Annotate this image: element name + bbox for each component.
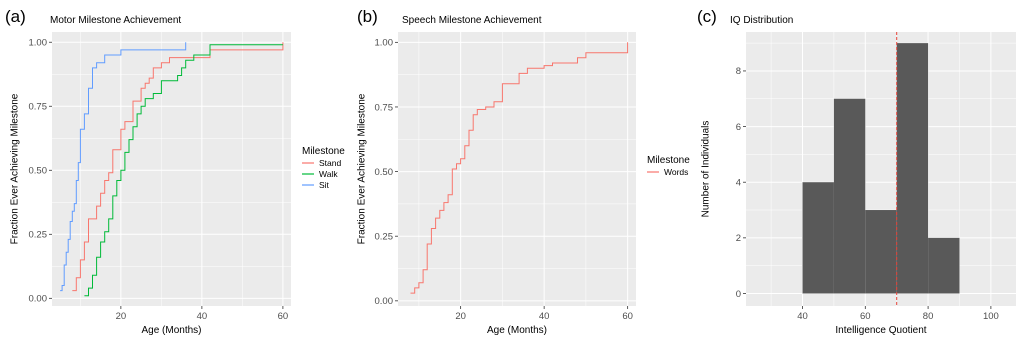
y-tick-label: 0.25 [29,230,48,241]
panel-a-legend-title: Milestone [302,146,345,157]
x-tick-label: 60 [278,311,289,322]
y-tick-label: 0 [736,289,741,300]
panel-a-gridlines [52,32,291,306]
panel-a-ticks: 20 40 60 0.00 0.25 0.50 0.75 1.00 [29,38,289,322]
panel-a-title: Motor Milestone Achievement [50,15,181,26]
x-tick-label: 60 [860,311,871,322]
panel-b-plot-background [398,32,636,306]
y-tick-label: 8 [736,66,741,77]
panel-b-legend-title: Milestone [647,155,690,166]
panel-b-y-axis-label: Fraction Ever Achieving Milestone [357,93,368,244]
histogram-bar [802,182,834,294]
series-line-walk [84,44,283,297]
panel-b-series [410,42,629,294]
y-tick-label: 1.00 [29,38,48,49]
y-tick-label: 0.00 [375,296,394,307]
y-tick-label: 0.00 [29,294,48,305]
panel-c: (c) IQ Distribution 40 60 80 100 0 2 4 6 8 Intel… [697,7,1016,336]
histogram-bar [896,43,929,294]
panel-a-x-axis-label: Age (Months) [141,325,201,336]
panel-b-label: (b) [357,7,378,26]
y-tick-label: 0.50 [29,166,48,177]
legend-label-stand: Stand [319,158,341,168]
y-tick-label: 0.75 [29,102,48,113]
y-tick-label: 0.50 [375,167,394,178]
panel-c-ticks: 40 60 80 100 0 2 4 6 8 [736,66,999,322]
series-line-sit [60,42,187,292]
histogram-bar [833,98,866,294]
legend-label-walk: Walk [319,169,338,179]
panel-c-x-axis-label: Intelligence Quotient [835,325,926,336]
panel-a-y-axis-label: Fraction Ever Achieving Milestone [10,93,21,244]
x-tick-label: 20 [455,311,466,322]
panel-b-gridlines [398,32,636,306]
panel-c-label: (c) [697,7,717,26]
panel-b-x-axis-label: Age (Months) [487,325,547,336]
x-tick-label: 20 [116,311,127,322]
y-tick-label: 1.00 [375,38,394,49]
panel-b-ticks: 20 40 60 0.00 0.25 0.50 0.75 1.00 [375,38,633,322]
histogram-bar [928,237,960,294]
y-tick-label: 0.25 [375,232,394,243]
panel-a: (a) Motor Milestone Achievement 20 40 60 0.… [5,7,345,336]
y-tick-label: 6 [736,122,741,133]
histogram-bar [865,210,897,294]
y-tick-label: 4 [736,178,741,189]
x-tick-label: 60 [622,311,633,322]
panel-a-series [60,42,284,297]
legend-label-words: Words [664,167,688,177]
y-tick-label: 0.75 [375,102,394,113]
x-tick-label: 100 [983,311,999,322]
panel-c-y-axis-label: Number of Individuals [701,121,712,218]
panel-b-legend: Milestone Words [647,155,690,177]
panel-c-bars [802,32,960,306]
x-tick-label: 40 [539,311,550,322]
panel-c-title: IQ Distribution [730,15,793,26]
panel-a-label: (a) [5,7,26,26]
x-tick-label: 80 [923,311,934,322]
y-tick-label: 2 [736,233,741,244]
series-line-stand [72,42,284,292]
legend-label-sit: Sit [319,180,330,190]
x-tick-label: 40 [197,311,208,322]
panel-b-title: Speech Milestone Achievement [402,15,542,26]
x-tick-label: 40 [797,311,808,322]
panel-a-plot-background [52,32,291,306]
series-line-words [410,42,629,294]
panel-b: (b) Speech Milestone Achievement 20 40 60 0… [357,7,691,336]
